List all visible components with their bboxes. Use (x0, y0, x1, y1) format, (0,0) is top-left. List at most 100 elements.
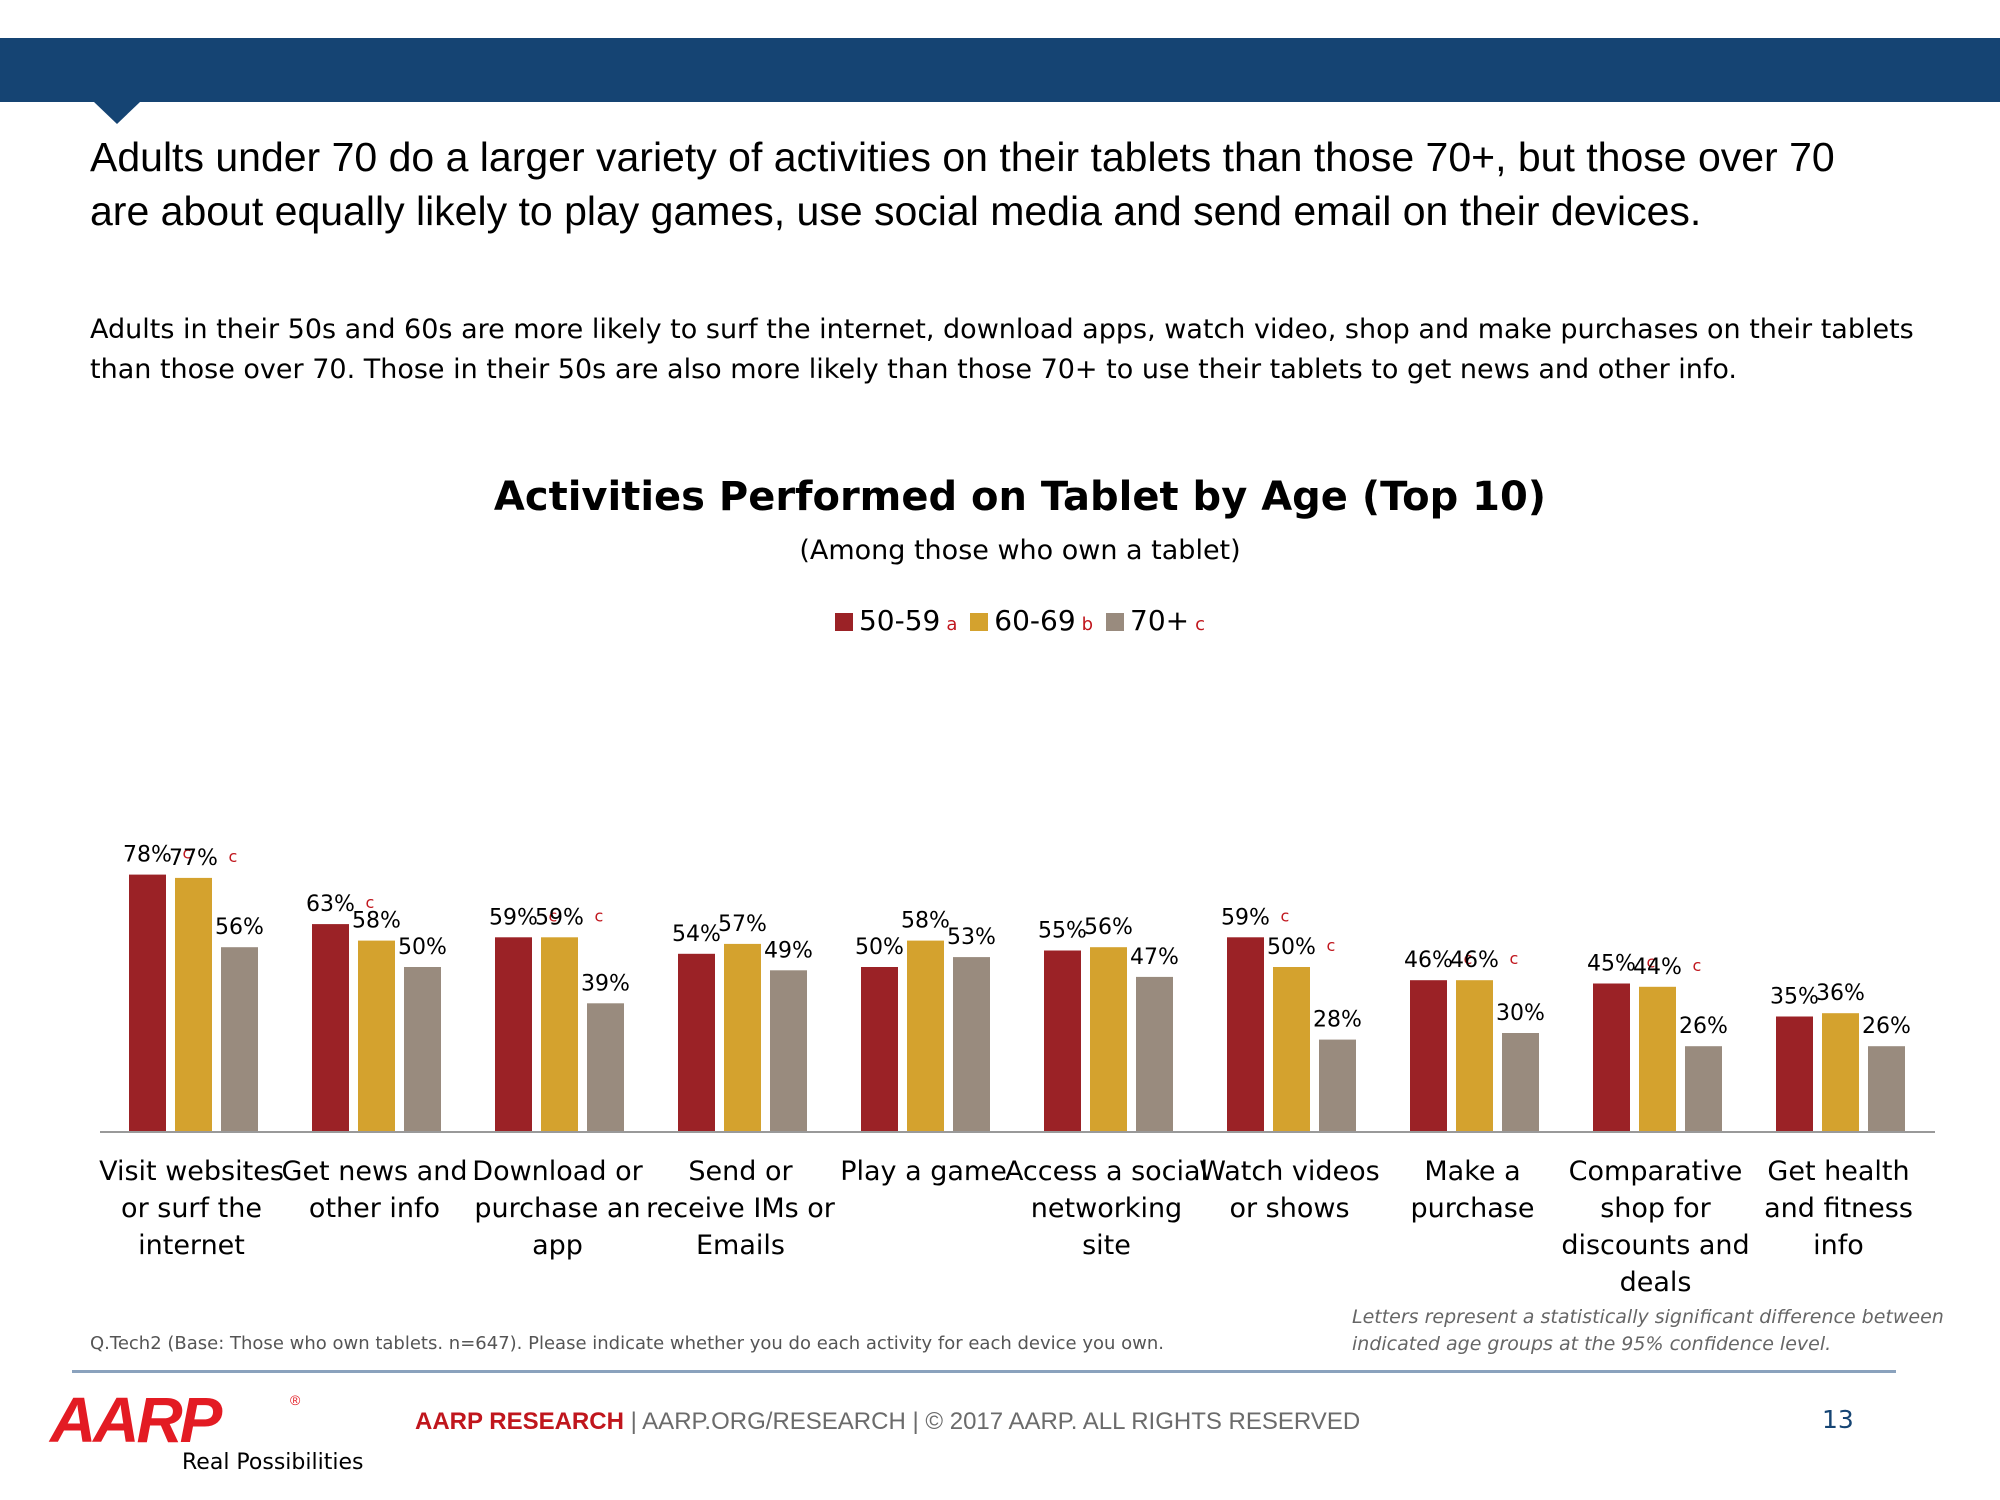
significance-letter: c (1693, 956, 1702, 975)
legend-letter-50-59: a (946, 614, 958, 635)
bar-50-59-3 (678, 953, 715, 1132)
bar-50-59-0 (129, 874, 166, 1132)
data-label: 47% (1130, 945, 1179, 970)
significance-letter: c (1647, 953, 1656, 972)
data-label: 56% (215, 915, 264, 940)
data-label: 63% (306, 892, 355, 917)
data-label: 26% (1679, 1014, 1728, 1039)
data-label: 59% (489, 905, 538, 930)
legend-swatch-60-69 (970, 613, 989, 631)
bar-60-69-1 (358, 940, 395, 1132)
data-label: 49% (764, 938, 813, 963)
legend-label-60-69: 60-69 (994, 604, 1076, 637)
bar-60-69-3 (724, 943, 761, 1132)
data-label: 58% (352, 909, 401, 934)
category-label: or shows (1229, 1193, 1349, 1224)
bar-70+-7 (1502, 1033, 1539, 1132)
category-label: shop for (1600, 1193, 1711, 1224)
bar-60-69-0 (175, 877, 212, 1132)
bar-50-59-9 (1776, 1016, 1813, 1132)
slide-subhead: Adults in their 50s and 60s are more lik… (90, 314, 1914, 385)
bar-60-69-6 (1273, 967, 1310, 1132)
legend-swatch-70-plus (1106, 613, 1125, 631)
header-bar (0, 38, 2000, 102)
bar-50-59-7 (1410, 980, 1447, 1132)
category-label: Play a game (840, 1156, 1007, 1187)
legend-item-60-69: 60-69 b (970, 604, 1093, 637)
data-label: 53% (947, 925, 996, 950)
bar-50-59-2 (495, 937, 532, 1132)
bar-60-69-7 (1456, 980, 1493, 1132)
bar-70+-0 (221, 947, 258, 1132)
legend-letter-60-69: b (1081, 614, 1094, 635)
footer-copyright: © 2017 AARP. ALL RIGHTS RESERVED (925, 1408, 1361, 1435)
significance-note: Letters represent a statistically signif… (1352, 1306, 1944, 1355)
significance-letter: c (366, 893, 375, 912)
slide-headline: Adults under 70 do a larger variety of a… (90, 134, 1835, 234)
category-label: or surf the (121, 1193, 262, 1224)
chart-subtitle: (Among those who own a tablet) (799, 535, 1241, 566)
data-label: 59% (1221, 905, 1270, 930)
aarp-logo-registered-mark: ® (290, 1392, 301, 1408)
data-label: 50% (398, 935, 447, 960)
aarp-tagline: Real Possibilities (182, 1450, 364, 1475)
category-label: Emails (696, 1230, 785, 1261)
data-label: 78% (123, 843, 172, 868)
bar-50-59-8 (1593, 983, 1630, 1132)
footer-research-label: AARP RESEARCH (415, 1408, 624, 1435)
data-label: 45% (1587, 952, 1636, 977)
bar-50-59-4 (861, 967, 898, 1132)
data-label: 35% (1770, 985, 1819, 1010)
question-footnote: Q.Tech2 (Base: Those who own tablets. n=… (90, 1333, 1164, 1354)
category-label: Access a social (1005, 1156, 1208, 1187)
significance-letter: c (1327, 936, 1336, 955)
legend-label-50-59: 50-59 (858, 604, 941, 637)
category-label: other info (309, 1193, 440, 1224)
data-label: 46% (1404, 948, 1453, 973)
bar-70+-5 (1136, 976, 1173, 1132)
legend-item-70-plus: 70+ c (1106, 604, 1205, 637)
bar-60-69-8 (1639, 986, 1676, 1132)
footer-separator: | (630, 1408, 637, 1435)
bar-70+-4 (953, 957, 990, 1132)
data-label: 50% (855, 935, 904, 960)
data-label: 58% (901, 909, 950, 934)
data-label: 26% (1862, 1014, 1911, 1039)
significance-letter: c (1510, 949, 1519, 968)
data-label: 56% (1084, 915, 1133, 940)
data-label: 44% (1633, 955, 1682, 980)
legend-label-70-plus: 70+ (1130, 604, 1190, 637)
bar-50-59-6 (1227, 937, 1264, 1132)
legend-swatch-50-59 (834, 613, 853, 631)
data-label: 50% (1267, 935, 1316, 960)
data-label: 59% (535, 905, 584, 930)
data-label: 46% (1450, 948, 1499, 973)
category-label: purchase an (474, 1193, 640, 1224)
data-label: 36% (1816, 981, 1865, 1006)
significance-letter: c (1281, 906, 1290, 925)
category-label: deals (1620, 1267, 1692, 1298)
data-label: 28% (1313, 1008, 1362, 1033)
category-label: Make a (1424, 1156, 1520, 1187)
category-label: Get health (1767, 1156, 1909, 1187)
category-label: Visit websites (99, 1156, 284, 1187)
footer-separator: | (912, 1408, 919, 1435)
category-label: site (1082, 1230, 1131, 1261)
bar-70+-3 (770, 970, 807, 1132)
category-label: networking (1031, 1193, 1182, 1224)
category-label: app (532, 1230, 583, 1261)
chart-title: Activities Performed on Tablet by Age (T… (493, 474, 1547, 520)
category-label: Watch videos (1199, 1156, 1379, 1187)
category-label: Comparative (1569, 1156, 1743, 1187)
header-bar-notch (94, 102, 140, 124)
bar-70+-2 (587, 1003, 624, 1132)
page-number: 13 (1822, 1405, 1854, 1434)
category-label: purchase (1411, 1193, 1535, 1224)
bar-70+-8 (1685, 1046, 1722, 1132)
category-label: discounts and (1561, 1230, 1749, 1261)
bar-60-69-2 (541, 937, 578, 1132)
significance-letter: c (183, 844, 192, 863)
footer-divider (72, 1370, 1896, 1373)
significance-letter: c (1464, 949, 1473, 968)
